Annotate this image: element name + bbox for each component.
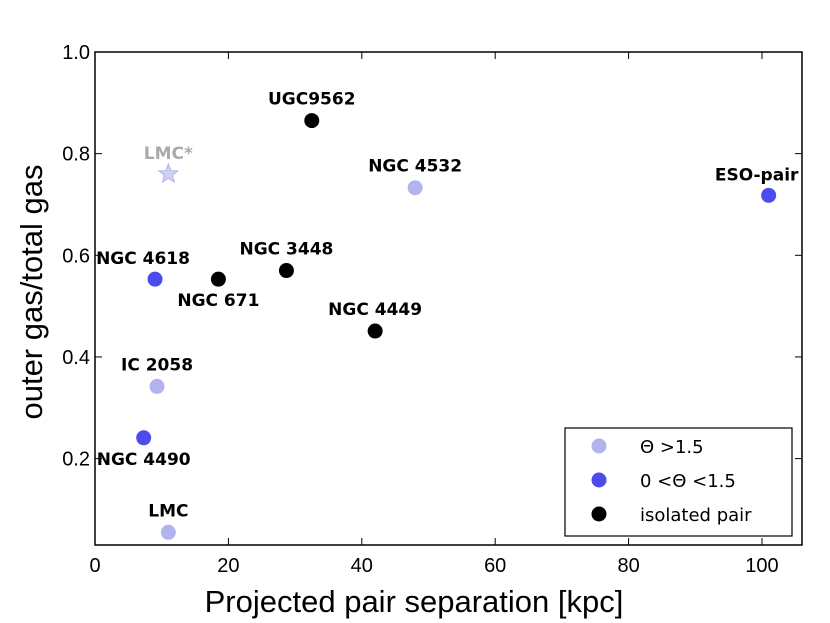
y-tick-label-2: 0.6 [62, 245, 90, 267]
point-ic-2058 [149, 378, 165, 394]
legend-marker-mid [591, 472, 607, 488]
x-tick-label-40: 40 [351, 555, 373, 577]
legend-entry-3: isolated pair [640, 505, 752, 526]
legend-entry-1-op: > [654, 437, 675, 458]
x-tick-label-0: 0 [89, 555, 100, 577]
star-label-lmc: LMC* [144, 144, 193, 164]
x-axis-title: Projected pair separation [kpc] [205, 584, 624, 619]
point-ngc-4490 [136, 430, 152, 446]
point-labels: NGC 4532 IC 2058 LMC ESO-pair NGC 4618 NGC 44… [96, 90, 799, 522]
point-ngc-3448 [278, 263, 294, 279]
point-label-ngc-4618: NGC 4618 [96, 249, 190, 269]
legend-entry-1-value: 1.5 [675, 437, 704, 458]
x-tick-label-60: 60 [484, 555, 506, 577]
point-label-ngc-671: NGC 671 [177, 291, 259, 311]
point-lmc [160, 524, 176, 540]
point-label-ic-2058: IC 2058 [121, 355, 193, 375]
legend-entry-1-prefix: Θ [640, 437, 654, 458]
legend-entry-2-mid: <Θ < [651, 471, 707, 492]
legend-entry-2-prefix: 0 [640, 471, 651, 492]
point-ngc-4618 [147, 271, 163, 287]
star-marker-lmc [157, 162, 180, 184]
point-label-ngc-4449: NGC 4449 [328, 300, 422, 320]
y-axis-title: outer gas/total gas [14, 164, 49, 419]
legend-entry-2-value: 1.5 [707, 471, 736, 492]
point-label-eso-pair: ESO-pair [715, 165, 799, 185]
legend: Θ >1.5 0 <Θ <1.5 isolated pair [564, 427, 793, 537]
point-label-lmc: LMC [148, 501, 188, 521]
point-label-ngc-4490: NGC 4490 [97, 450, 191, 470]
x-tick-label-20: 20 [217, 555, 239, 577]
point-ngc-4449 [367, 323, 383, 339]
y-tick-label-4: 1.0 [62, 42, 90, 64]
axis-ticks: 0 20 40 60 80 100 0.2 0.4 0.6 0.8 1.0 [62, 42, 802, 577]
point-ngc-4532 [407, 180, 423, 196]
legend-entry-1: Θ >1.5 [640, 437, 704, 458]
legend-marker-light [591, 438, 607, 454]
y-tick-label-1: 0.4 [62, 347, 90, 369]
x-tick-label-80: 80 [617, 555, 639, 577]
point-ngc-671 [210, 271, 226, 287]
x-tick-label-100: 100 [745, 555, 778, 577]
data-points [136, 113, 777, 540]
point-label-ngc-4532: NGC 4532 [368, 157, 462, 177]
plot-frame [94, 51, 803, 546]
point-eso-pair [761, 187, 777, 203]
point-label-ugc9562: UGC9562 [268, 90, 356, 110]
point-label-ngc-3448: NGC 3448 [239, 240, 333, 260]
point-ugc9562 [304, 113, 320, 129]
y-tick-label-0: 0.2 [62, 449, 90, 471]
legend-entry-2: 0 <Θ <1.5 [640, 471, 736, 492]
legend-marker-dark [591, 506, 607, 522]
y-tick-label-3: 0.8 [62, 144, 90, 166]
